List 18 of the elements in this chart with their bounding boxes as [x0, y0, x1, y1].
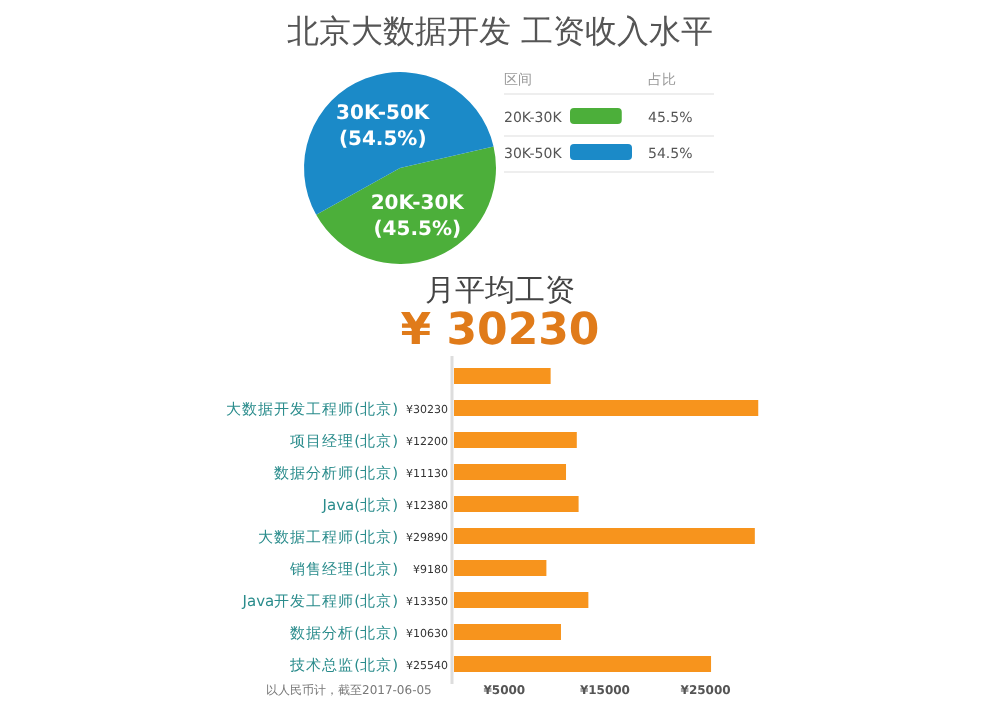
- data-label: (45.5%): [373, 218, 462, 241]
- slice-label: 30K-50K: [336, 103, 432, 126]
- pie-slice: [304, 72, 494, 215]
- bar: [454, 464, 567, 480]
- bar: [454, 560, 547, 576]
- slice-label: 20K-30K: [370, 192, 467, 215]
- bar: [454, 656, 712, 672]
- bar: [454, 496, 579, 512]
- bar: [454, 432, 577, 448]
- bar: [454, 528, 755, 544]
- data-label: (54.5%): [338, 129, 427, 152]
- bar: [454, 400, 759, 416]
- chart-title: 北京大数据开发 工资收入水平: [286, 12, 714, 50]
- bar: [454, 624, 561, 640]
- bar: [454, 368, 551, 384]
- chart-title: 月平均工资: [425, 272, 575, 308]
- bar: [454, 592, 589, 608]
- chart-subtitle: ¥ 30230: [400, 306, 600, 356]
